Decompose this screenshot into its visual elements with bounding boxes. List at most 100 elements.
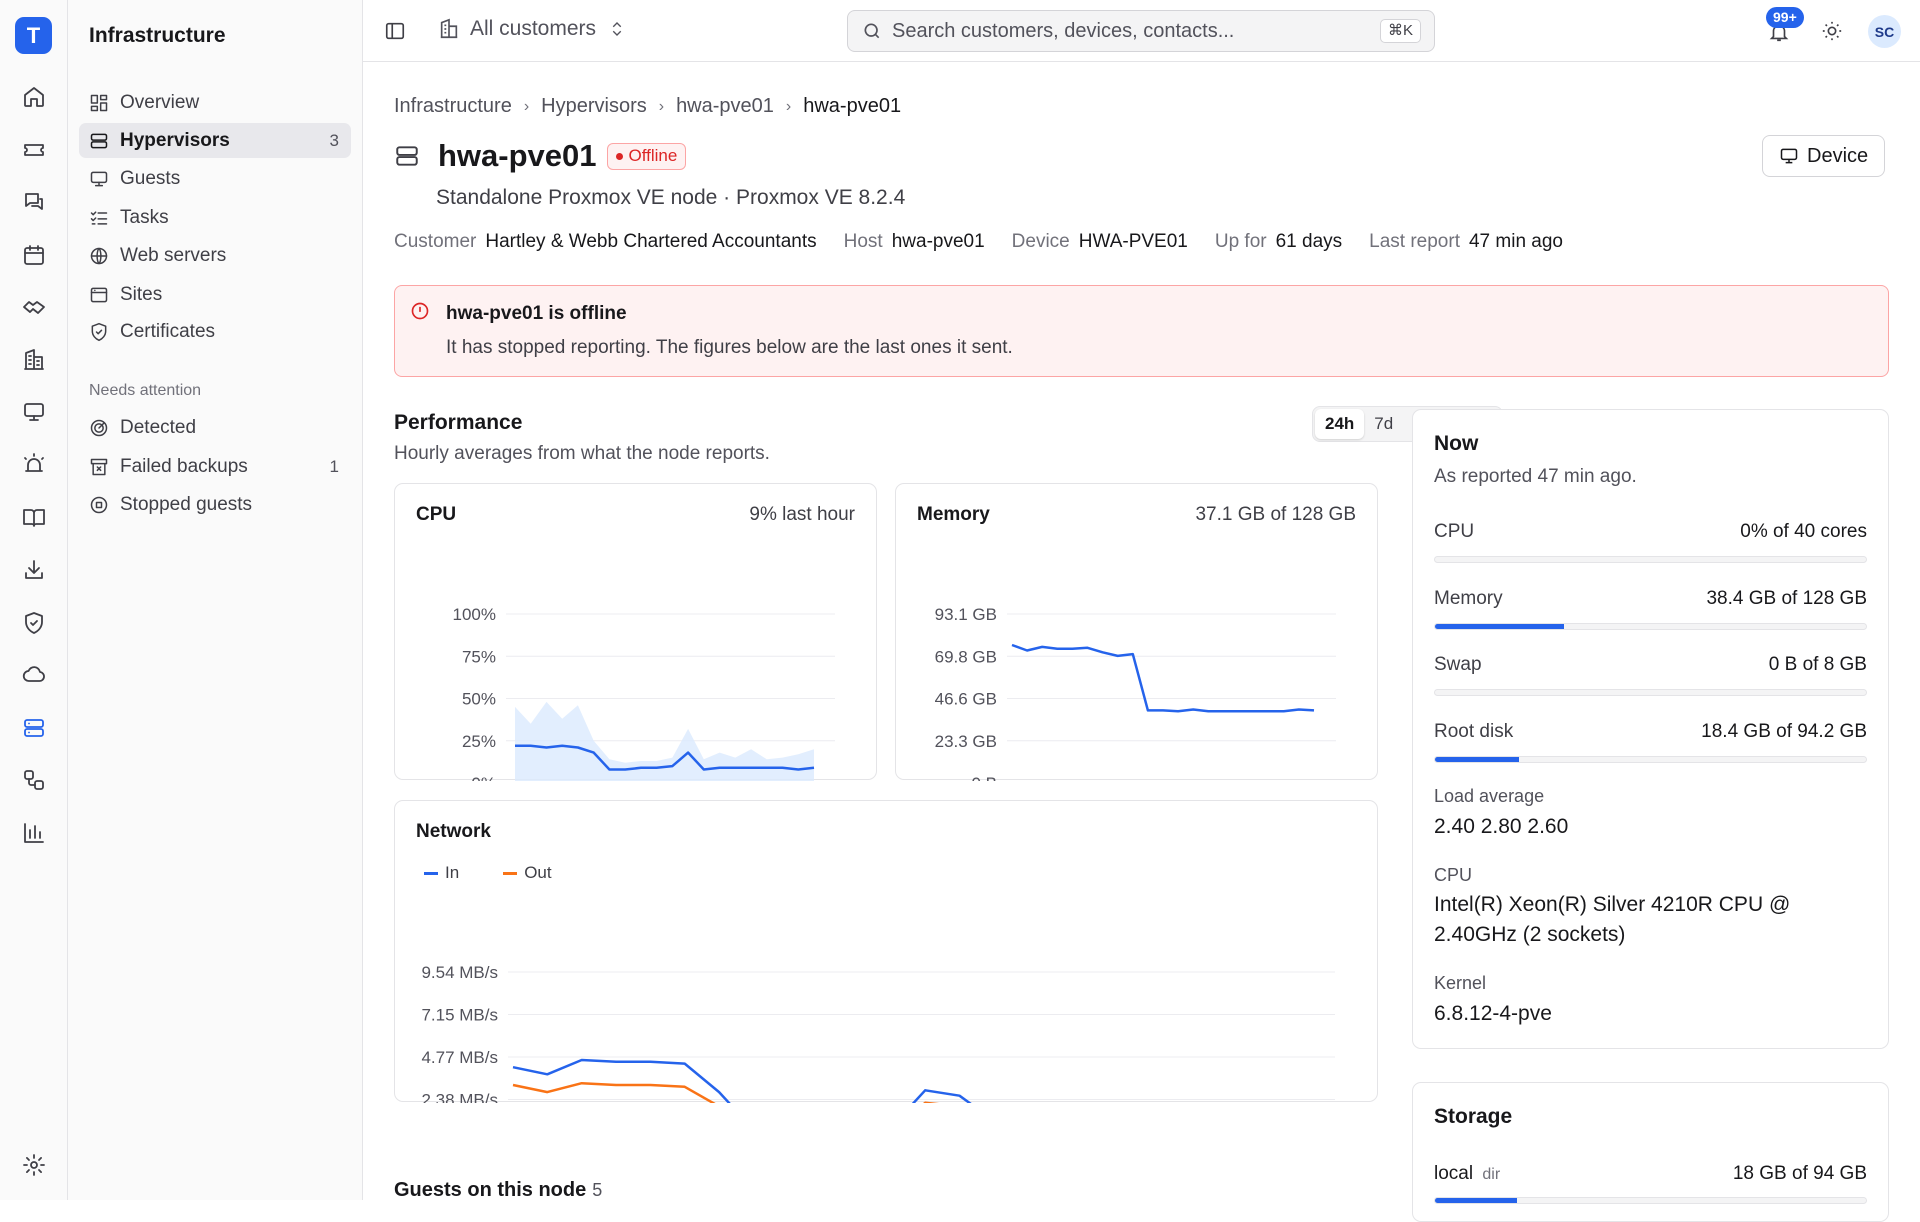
sidebar-item-count: 3	[329, 130, 339, 150]
building-icon	[440, 18, 458, 39]
cloud-icon[interactable]	[18, 659, 50, 691]
server-icon	[396, 146, 418, 166]
breadcrumb-item[interactable]: hwa-pve01	[676, 95, 774, 117]
alert-title: hwa-pve01 is offline	[446, 303, 627, 324]
list-check-icon	[90, 210, 108, 225]
meta-key: Host	[843, 231, 883, 252]
chevron-right-icon: ›	[523, 97, 530, 115]
building-icon[interactable]	[18, 344, 50, 376]
card-title: Memory	[917, 504, 990, 525]
status-badge: Offline	[606, 142, 687, 170]
memory-chart-card: Memory 37.1 GB of 128 GB 93.1 GB 69.8 GB 4…	[895, 483, 1378, 781]
chart-icon[interactable]	[18, 817, 50, 849]
sidebar-item-label: Tasks	[120, 206, 169, 228]
customer-selector-label: All customers	[470, 17, 597, 40]
now-card: Now As reported 47 min ago. CPU 0% of 40 …	[1412, 409, 1889, 1049]
search-input[interactable]: Search customers, devices, contacts... ⌘…	[847, 10, 1435, 52]
card-title: Now	[1434, 432, 1479, 455]
y-tick-label: 4.77 MB/s	[421, 1048, 498, 1067]
radar-icon	[90, 419, 108, 436]
messages-icon[interactable]	[18, 186, 50, 218]
sidebar-item-detected[interactable]: Detected	[79, 410, 351, 445]
network-chart-card: Network In Out 9.54 MB/s 7.15 MB/s 4.77 MB…	[394, 800, 1378, 1103]
breadcrumb-item[interactable]: Hypervisors	[541, 95, 647, 117]
metric-label: Memory	[1434, 588, 1503, 609]
metric-value: 0% of 40 cores	[1740, 521, 1867, 542]
y-tick-label: 7.15 MB/s	[421, 1006, 498, 1025]
metric-bar-fill	[1435, 624, 1565, 629]
series-line-value	[515, 744, 815, 771]
meta-value: HWA-PVE01	[1078, 231, 1188, 252]
notifications-badge: 99+	[1766, 7, 1804, 28]
metric-bar-fill	[1435, 757, 1520, 762]
series-line-in	[512, 1058, 972, 1103]
chevron-up-down-icon	[612, 22, 622, 36]
monitor-icon[interactable]	[18, 396, 50, 428]
badge-check-icon	[91, 322, 107, 341]
sidebar-item-tasks[interactable]: Tasks	[79, 200, 351, 235]
device-button[interactable]: Device	[1762, 135, 1886, 177]
shield-icon[interactable]	[18, 607, 50, 639]
search-placeholder: Search customers, devices, contacts...	[892, 19, 1235, 42]
range-option[interactable]: 24h	[1315, 409, 1365, 439]
sidebar-item-overview[interactable]: Overview	[79, 85, 351, 120]
sidebar-item-stopped-guests[interactable]: Stopped guests	[79, 487, 351, 522]
book-icon[interactable]	[18, 501, 50, 533]
series-line-out	[512, 1081, 940, 1103]
legend-label: In	[445, 863, 460, 882]
home-icon[interactable]	[18, 81, 50, 113]
gear-icon[interactable]	[18, 1149, 50, 1181]
handshake-icon[interactable]	[18, 291, 50, 323]
sidebar-item-failed-backups[interactable]: Failed backups 1	[79, 449, 351, 484]
card-subtitle: As reported 47 min ago.	[1434, 466, 1637, 487]
card-title: Network	[416, 821, 491, 842]
server-icon[interactable]	[18, 712, 50, 744]
load-average-label: Load average	[1434, 786, 1545, 806]
sidebar-item-sites[interactable]: Sites	[79, 277, 351, 312]
storage-type: dir	[1482, 1166, 1501, 1183]
sidebar-item-label: Web servers	[120, 244, 227, 266]
sidebar-toggle-icon[interactable]	[384, 20, 406, 42]
customer-selector[interactable]: All customers	[438, 17, 636, 41]
legend-item-in: In	[424, 863, 481, 883]
cpu-model-value: Intel(R) Xeon(R) Silver 4210R CPU @ 2.40…	[1434, 893, 1791, 946]
browser-icon	[90, 287, 108, 302]
ticket-icon[interactable]	[18, 134, 50, 166]
performance-title: Performance	[394, 411, 523, 434]
metric-label: Swap	[1434, 654, 1482, 675]
meta-value: Hartley & Webb Chartered Accountants	[485, 231, 817, 252]
workflow-icon[interactable]	[18, 764, 50, 796]
y-tick-label: 9.54 MB/s	[421, 963, 498, 982]
calendar-icon[interactable]	[18, 239, 50, 271]
app-logo[interactable]: T	[15, 17, 52, 54]
sidebar-item-certificates[interactable]: Certificates	[79, 314, 351, 349]
y-tick-label: 69.8 GB	[935, 647, 997, 666]
card-title: CPU	[416, 504, 457, 525]
breadcrumb-item[interactable]: Infrastructure	[394, 95, 512, 117]
meta-key: Last report	[1369, 231, 1460, 252]
chevron-right-icon: ›	[785, 97, 792, 115]
alarm-icon[interactable]	[18, 449, 50, 481]
sidebar-item-label: Detected	[120, 416, 197, 438]
theme-toggle-icon[interactable]	[1821, 20, 1843, 42]
sidebar-item-guests[interactable]: Guests	[79, 161, 351, 196]
sidebar-item-web-servers[interactable]: Web servers	[79, 238, 351, 273]
status-badge-label: Offline	[628, 146, 678, 165]
y-tick-label: 100%	[453, 605, 496, 624]
metric-bar	[1434, 623, 1867, 630]
card-value: 9% last hour	[749, 504, 855, 525]
series-range-area	[515, 701, 814, 781]
sidebar-item-label: Hypervisors	[120, 129, 230, 151]
guests-title: Guests on this node	[394, 1179, 587, 1201]
range-option[interactable]: 7d	[1374, 414, 1394, 433]
cpu-chart: 100%75%50%25%0%26 Sep12:00	[453, 605, 835, 781]
meta-key: Up for	[1214, 231, 1267, 252]
avatar[interactable]: SC	[1868, 15, 1901, 48]
meta-value: hwa-pve01	[891, 231, 985, 252]
y-tick-label: 50%	[462, 690, 496, 709]
sidebar-item-hypervisors[interactable]: Hypervisors 3	[79, 123, 351, 158]
metric-label: CPU	[1434, 521, 1475, 542]
download-icon[interactable]	[18, 554, 50, 586]
sidebar-item-label: Sites	[120, 283, 163, 305]
